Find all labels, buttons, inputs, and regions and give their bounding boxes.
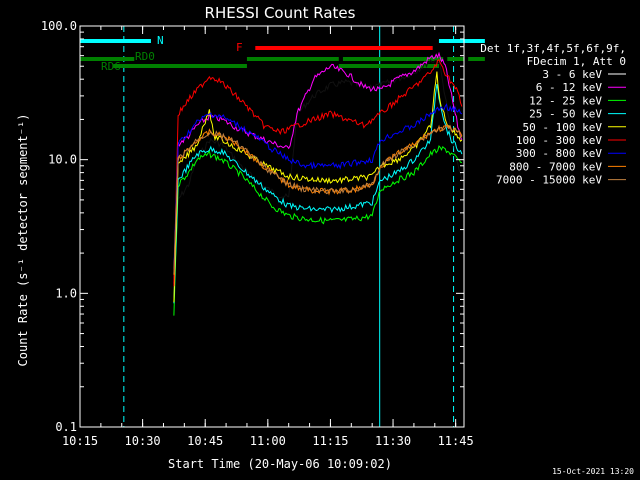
legend: Det 1f,3f,4f,5f,6f,9f,FDecim 1, Att 03 -… <box>480 42 626 187</box>
legend-label: 3 - 6 keV <box>542 68 602 81</box>
legend-label: 50 - 100 keV <box>523 121 603 134</box>
legend-label: 12 - 25 keV <box>529 94 602 107</box>
x-tick-label: 10:15 <box>62 434 98 448</box>
x-tick-label: 11:15 <box>312 434 348 448</box>
annotation-bars: N F RD0 RD6 <box>80 34 485 73</box>
y-tick-label: 0.1 <box>55 420 77 434</box>
legend-label: 6 - 12 keV <box>536 81 603 94</box>
y-tick-label: 10.0 <box>48 153 77 167</box>
annotation-label-rd6: RD6 <box>101 60 121 73</box>
x-tick-label: 10:30 <box>125 434 161 448</box>
annotation-label-f: F <box>236 41 243 54</box>
chart-title: RHESSI Count Rates <box>205 4 356 22</box>
legend-header: FDecim 1, Att 0 <box>527 55 626 68</box>
annotation-label-rd0: RD0 <box>135 50 155 63</box>
series-line-300to800keV <box>173 103 463 269</box>
series-line-100to300keV <box>173 59 463 287</box>
x-tick-label: 11:45 <box>438 434 474 448</box>
x-tick-label: 10:45 <box>187 434 223 448</box>
legend-label: 300 - 800 keV <box>516 147 602 160</box>
series-line-12to25keV <box>173 145 463 316</box>
series-line-3to6keV <box>173 59 463 288</box>
legend-header: Det 1f,3f,4f,5f,6f,9f, <box>480 42 626 55</box>
y-tick-label: 100.0 <box>41 19 77 33</box>
x-axis-label: Start Time (20-May-06 10:09:02) <box>168 457 392 471</box>
x-tick-label: 11:30 <box>375 434 411 448</box>
footer-timestamp: 15-Oct-2021 13:20 <box>552 467 634 476</box>
annotation-label-n: N <box>157 34 164 47</box>
series-line-7000to15000keV <box>173 123 463 274</box>
legend-label: 100 - 300 keV <box>516 134 602 147</box>
legend-label: 7000 - 15000 keV <box>496 174 602 187</box>
plot-area <box>123 26 455 427</box>
legend-label: 800 - 7000 keV <box>509 160 602 173</box>
plot-frame <box>79 25 465 428</box>
y-axis-label: Count Rate (s⁻¹ detector segment⁻¹) <box>16 114 30 367</box>
y-tick-label: 1.0 <box>55 286 77 300</box>
series-line-6to12keV <box>173 51 463 284</box>
axes: 100.0 10.0 1.0 0.110:15 10:30 10:45 11:00 11:15… <box>41 19 474 448</box>
series-line-25to50keV <box>173 84 463 304</box>
legend-label: 25 - 50 keV <box>529 108 602 121</box>
series-lines <box>173 51 463 316</box>
x-tick-label: 11:00 <box>250 434 286 448</box>
